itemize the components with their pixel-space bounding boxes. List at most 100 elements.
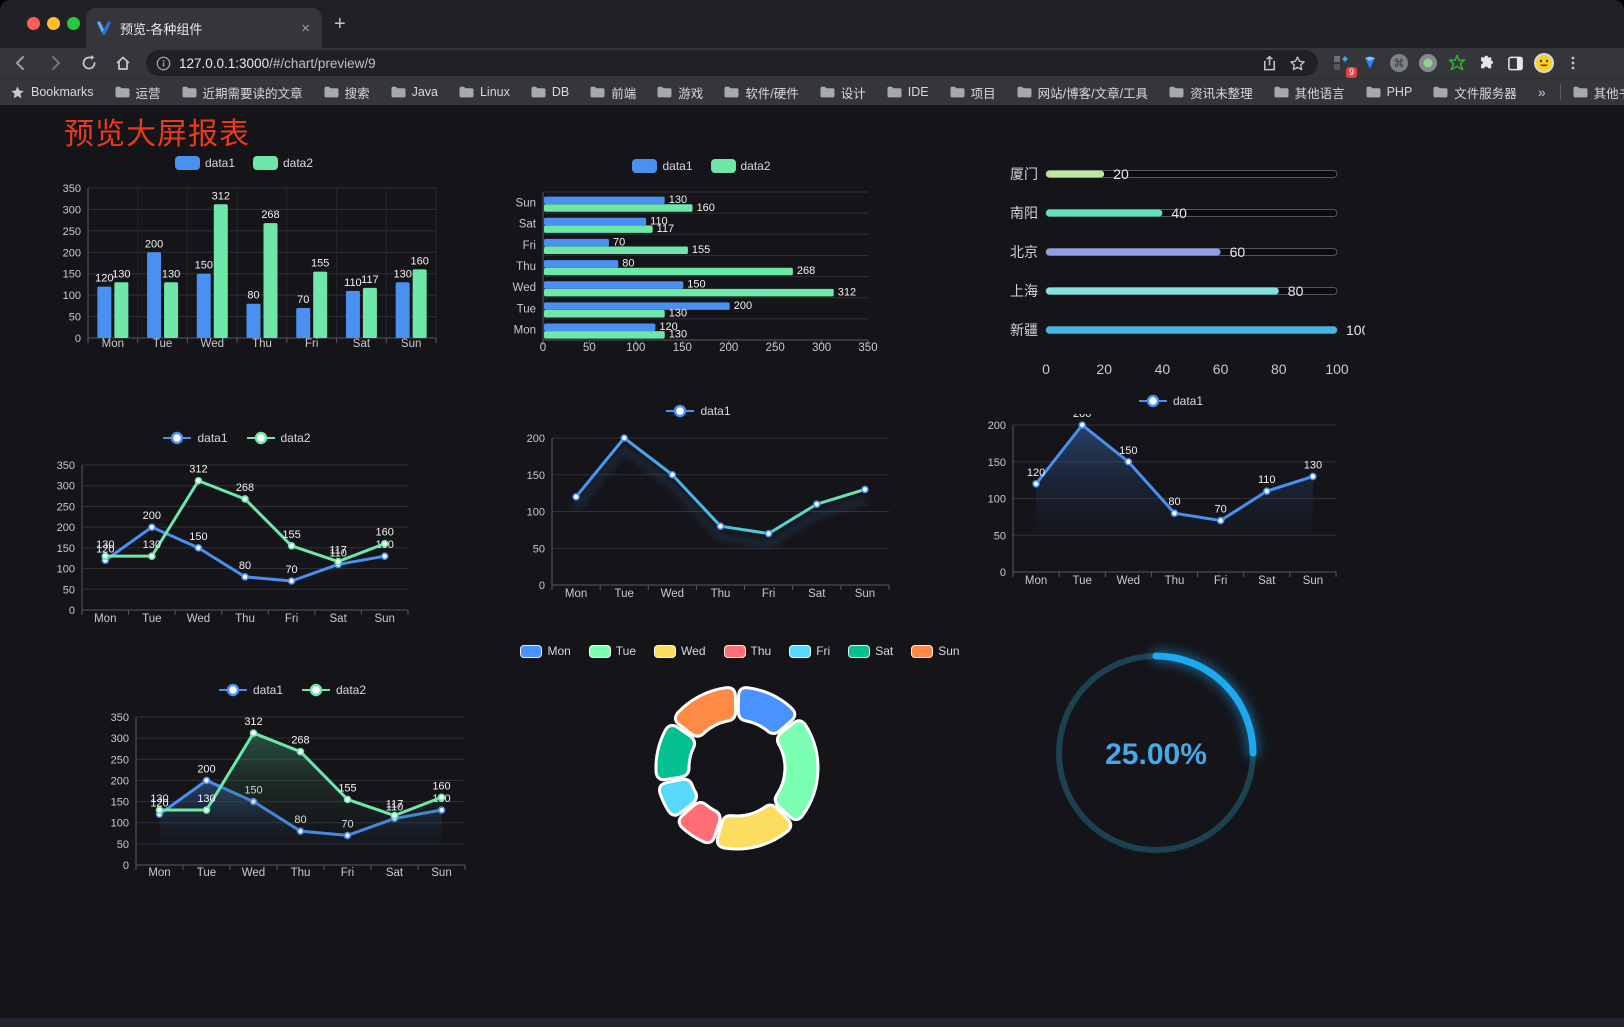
legend-item-data1[interactable]: data1: [218, 683, 283, 697]
bookmark-folder[interactable]: PHP: [1366, 85, 1412, 99]
legend-item-data2[interactable]: data2: [246, 431, 311, 445]
legend-item-data2[interactable]: data2: [253, 156, 313, 170]
bookmark-folder[interactable]: 运营: [115, 83, 161, 102]
bookmark-folder[interactable]: 文件服务器: [1433, 83, 1517, 102]
extensions-area: 9 ⌘: [1324, 51, 1585, 78]
reload-icon[interactable]: [76, 50, 102, 76]
bookmark-folder-label: 近期需要读的文章: [202, 86, 303, 101]
bookmark-folder[interactable]: IDE: [887, 85, 929, 99]
svg-text:120: 120: [95, 273, 113, 285]
chart-legend: data1: [983, 388, 1358, 414]
profile-avatar[interactable]: [1532, 51, 1556, 75]
chart-legend: data1: [503, 398, 893, 424]
svg-text:50: 50: [533, 543, 545, 555]
new-tab-button[interactable]: +: [334, 13, 346, 35]
svg-text:130: 130: [112, 268, 130, 280]
legend-item-wed[interactable]: Wed: [654, 644, 706, 658]
bookmark-folder[interactable]: 搜索: [324, 83, 370, 102]
bookmark-folder[interactable]: 近期需要读的文章: [182, 83, 303, 102]
bookmark-folder[interactable]: Linux: [459, 85, 510, 99]
browser-toolbar: 127.0.0.1:3000/#/chart/preview/9 9 ⌘: [0, 48, 1624, 78]
line-chart-canvas: 0501001502002503003501202001508070110130…: [111, 712, 466, 879]
progress-chart-canvas: 厦门 20 南阳 40 北京 60 上海 80 新疆 100 0 20 40 60 80 100: [1010, 166, 1370, 377]
chart-legend: data1 data2: [48, 150, 440, 176]
legend-item-sun[interactable]: Sun: [911, 644, 960, 658]
legend-item-data2[interactable]: data2: [710, 159, 771, 173]
gem-extension-icon[interactable]: [1358, 51, 1382, 75]
bookmark-folder[interactable]: 其他语言: [1274, 83, 1345, 102]
bookmark-folder[interactable]: 软件/硬件: [724, 83, 799, 102]
bookmark-folder-label: Linux: [479, 85, 510, 99]
folder-icon: [1274, 86, 1289, 98]
svg-text:Mon: Mon: [102, 338, 124, 350]
svg-text:120: 120: [659, 321, 677, 333]
home-icon[interactable]: [110, 50, 136, 76]
tab-manager-extension-icon[interactable]: 9: [1329, 51, 1357, 78]
legend-item-data1[interactable]: data1: [1138, 394, 1203, 408]
window-zoom-button[interactable]: [67, 17, 80, 30]
svg-text:0: 0: [540, 342, 546, 354]
svg-text:120: 120: [96, 543, 114, 555]
chart-bar-vertical: data1 data2 0 50 100 150 200 250 300 350 120 200 150…: [48, 150, 440, 365]
legend-item-data1[interactable]: data1: [665, 404, 731, 418]
bookmarks-overflow-chevron[interactable]: »: [1537, 84, 1546, 100]
svg-text:300: 300: [57, 481, 75, 493]
gauge-value-label: 25.00%: [1105, 738, 1207, 771]
bookmark-folder[interactable]: Java: [391, 85, 438, 99]
bookmark-folder[interactable]: DB: [531, 85, 569, 99]
bookmark-folder[interactable]: 设计: [820, 83, 866, 102]
bookmark-folder[interactable]: 资讯未整理: [1169, 83, 1253, 102]
svg-text:70: 70: [297, 294, 309, 306]
bookmark-star-icon[interactable]: [1284, 50, 1310, 76]
command-extension-icon[interactable]: ⌘: [1387, 51, 1411, 75]
address-bar[interactable]: 127.0.0.1:3000/#/chart/preview/9: [146, 50, 1318, 76]
legend-item-mon[interactable]: Mon: [520, 644, 571, 658]
bookmark-folder[interactable]: 游戏: [657, 83, 703, 102]
legend-item-sat[interactable]: Sat: [848, 644, 893, 658]
bookmark-folder[interactable]: 前端: [590, 83, 636, 102]
legend-item-tue[interactable]: Tue: [588, 644, 636, 658]
green-star-extension-icon[interactable]: [1445, 51, 1469, 75]
svg-text:150: 150: [111, 797, 129, 809]
legend-item-fri[interactable]: Fri: [789, 644, 830, 658]
site-info-icon[interactable]: [156, 56, 171, 71]
share-icon[interactable]: [1256, 50, 1282, 76]
bookmarks-bar: Bookmarks 运营 近期需要读的文章 搜索 Java Linux DB 前端 游戏 软件/…: [0, 78, 1624, 105]
svg-text:350: 350: [63, 183, 81, 195]
puzzle-extensions-icon[interactable]: [1474, 51, 1498, 75]
svg-text:20: 20: [1113, 166, 1129, 182]
svg-text:50: 50: [63, 584, 75, 596]
back-icon[interactable]: [8, 50, 34, 76]
svg-text:50: 50: [994, 530, 1006, 542]
svg-text:Wed: Wed: [187, 613, 210, 625]
side-panel-icon[interactable]: [1503, 51, 1527, 75]
other-bookmarks[interactable]: 其他书签: [1573, 83, 1624, 102]
bookmarks-manager[interactable]: Bookmarks: [10, 85, 94, 100]
bottom-strip: [0, 1018, 1624, 1027]
legend-item-data1[interactable]: data1: [162, 431, 228, 445]
legend-item-data1[interactable]: data1: [632, 159, 693, 173]
tab-close-icon[interactable]: ×: [301, 19, 310, 37]
svg-text:Sat: Sat: [386, 867, 404, 879]
svg-text:250: 250: [63, 226, 81, 238]
bookmark-folder[interactable]: 项目: [950, 83, 996, 102]
svg-text:117: 117: [386, 799, 404, 811]
svg-text:200: 200: [111, 775, 129, 787]
legend-line-marker-icon: [218, 683, 247, 697]
legend-line-marker-icon: [666, 404, 695, 418]
legend-label: data1: [1172, 394, 1204, 408]
bookmark-folder[interactable]: 网站/博客/文章/工具: [1017, 83, 1148, 102]
window-minimize-button[interactable]: [47, 17, 60, 30]
recorder-extension-icon[interactable]: [1416, 51, 1440, 75]
svg-text:100: 100: [111, 818, 129, 830]
forward-icon[interactable]: [42, 50, 68, 76]
svg-text:Sat: Sat: [1258, 575, 1276, 587]
menu-dots-icon[interactable]: [1561, 51, 1585, 75]
legend-item-thu[interactable]: Thu: [723, 644, 771, 658]
legend-item-data2[interactable]: data2: [301, 683, 366, 697]
legend-item-data1[interactable]: data1: [174, 156, 235, 170]
active-tab[interactable]: 预览-各种组件 ×: [86, 8, 322, 48]
window-close-button[interactable]: [27, 17, 40, 30]
legend-swatch: [723, 644, 746, 658]
svg-text:Sat: Sat: [519, 219, 537, 231]
